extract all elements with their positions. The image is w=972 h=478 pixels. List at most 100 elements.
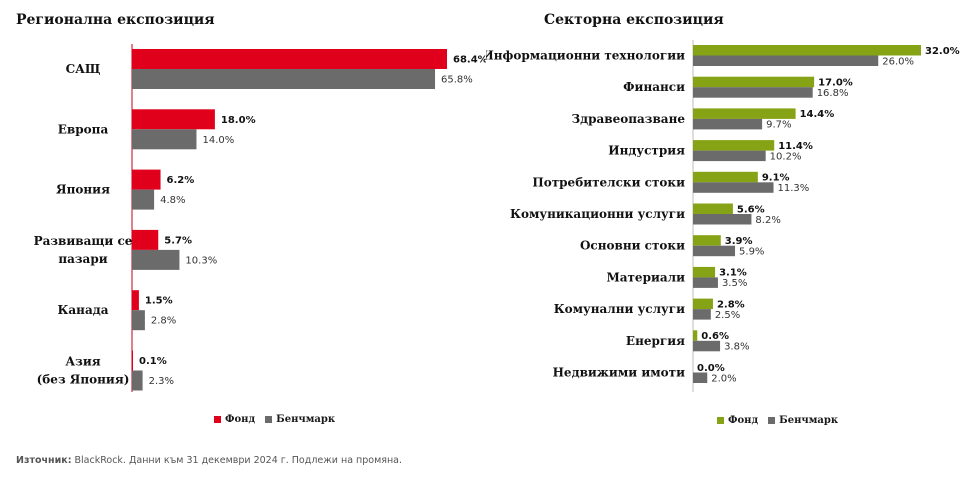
bar-fund-здравеопазване — [693, 108, 796, 119]
data-label-fund-недвижими-имоти: 0.0% — [697, 363, 725, 374]
legend-label-benchmark: Бенчмарк — [276, 414, 336, 425]
data-label-benchmark-канада: 2.8% — [151, 316, 176, 327]
legend-item-fund: Фонд — [717, 415, 758, 426]
bar-fund-комуникационни-услуги — [693, 203, 733, 214]
data-label-fund-материали: 3.1% — [719, 268, 747, 279]
bar-benchmark-сащ — [132, 69, 436, 89]
bar-benchmark-европа — [132, 129, 197, 150]
category-label-финанси: Финанси — [623, 80, 685, 94]
data-label-fund-сащ: 68.4% — [453, 55, 486, 66]
data-label-benchmark-комуникационни-услуги: 8.2% — [755, 215, 780, 226]
data-label-benchmark-здравеопазване: 9.7% — [766, 120, 791, 131]
category-label-азия-без-япония-line-1: Азия — [65, 355, 100, 369]
legend-swatch-fund — [717, 417, 724, 424]
category-label-япония: Япония — [56, 183, 110, 197]
category-label-основни-стоки: Основни стоки — [580, 239, 685, 253]
data-label-benchmark-развиващи-се-пазари: 10.3% — [185, 255, 217, 266]
data-label-benchmark-недвижими-имоти: 2.0% — [711, 373, 736, 384]
legend-swatch-fund — [214, 416, 221, 423]
data-label-fund-потребителски-стоки: 9.1% — [762, 173, 790, 184]
category-label-комуникационни-услуги: Комуникационни услуги — [510, 207, 685, 221]
category-label-материали: Материали — [606, 270, 685, 284]
bar-benchmark-комунални-услуги — [693, 309, 711, 320]
bar-fund-информационни-технологии — [693, 45, 921, 56]
legend-item-benchmark: Бенчмарк — [768, 415, 838, 426]
data-label-benchmark-информационни-технологии: 26.0% — [882, 56, 914, 67]
data-label-fund-финанси: 17.0% — [818, 77, 853, 88]
category-label-развиващи-се-пазари-line-2: пазари — [58, 252, 107, 266]
data-label-benchmark-комунални-услуги: 2.5% — [715, 310, 740, 321]
legend-swatch-benchmark — [265, 416, 273, 423]
bar-benchmark-развиващи-се-пазари — [132, 249, 180, 270]
category-label-недвижими-имоти: Недвижими имоти — [553, 366, 685, 380]
category-label-индустрия: Индустрия — [608, 144, 685, 158]
data-label-fund-европа: 18.0% — [221, 115, 256, 126]
data-label-benchmark-финанси: 16.8% — [817, 88, 849, 99]
category-label-информационни-технологии: Информационни технологии — [486, 49, 685, 63]
regional-legend: Фонд Бенчмарк — [214, 414, 341, 425]
data-label-fund-здравеопазване: 14.4% — [800, 109, 835, 120]
data-label-fund-комунални-услуги: 2.8% — [717, 299, 745, 310]
bar-fund-азия-без-япония — [132, 350, 133, 371]
source-label: Източник: — [16, 455, 72, 466]
category-label-потребителски-стоки: Потребителски стоки — [532, 175, 685, 189]
data-label-benchmark-европа: 14.0% — [202, 135, 234, 146]
data-label-fund-индустрия: 11.4% — [778, 141, 813, 152]
bar-fund-канада — [132, 290, 139, 311]
bar-benchmark-канада — [132, 310, 145, 331]
category-label-енергия: Енергия — [626, 334, 685, 348]
data-label-benchmark-азия-без-япония: 2.3% — [149, 376, 174, 387]
bar-benchmark-енергия — [693, 340, 721, 352]
data-label-fund-информационни-технологии: 32.0% — [925, 46, 960, 57]
bar-fund-индустрия — [693, 140, 775, 151]
legend-swatch-benchmark — [768, 417, 776, 424]
data-label-benchmark-потребителски-стоки: 11.3% — [778, 183, 810, 194]
regional-exposure-chart: 68.4% 65.8% САЩ 18.0% 14.0% Европа 6.2% 4.8% Япо… — [34, 44, 486, 392]
source-text: BlackRock. Данни към 31 декември 2024 г.… — [71, 455, 403, 466]
bar-fund-основни-стоки — [693, 235, 721, 246]
data-label-fund-япония: 6.2% — [167, 175, 195, 186]
category-label-европа: Европа — [58, 122, 109, 136]
bar-fund-сащ — [132, 49, 447, 69]
data-label-fund-азия-без-япония: 0.1% — [139, 356, 167, 367]
category-label-здравеопазване: Здравеопазване — [571, 112, 685, 126]
bar-benchmark-недвижими-имоти — [693, 372, 708, 383]
bar-benchmark-здравеопазване — [693, 118, 763, 130]
data-label-fund-комуникационни-услуги: 5.6% — [737, 204, 765, 215]
bar-benchmark-азия-без-япония — [132, 370, 143, 391]
legend-item-fund: Фонд — [214, 414, 255, 425]
legend-label-fund: Фонд — [225, 414, 256, 425]
legend-item-benchmark: Бенчмарк — [265, 414, 335, 425]
bar-fund-потребителски-стоки — [693, 171, 758, 183]
data-label-benchmark-индустрия: 10.2% — [770, 151, 802, 162]
regional-chart-title: Регионална експозиция — [16, 12, 215, 28]
bar-benchmark-информационни-технологии — [693, 55, 879, 66]
bar-benchmark-материали — [693, 277, 718, 288]
data-label-fund-развиващи-се-пазари: 5.7% — [164, 235, 192, 246]
data-label-benchmark-материали: 3.5% — [722, 278, 747, 289]
bar-fund-материали — [693, 266, 716, 278]
bar-benchmark-япония — [132, 189, 155, 210]
source-note: Източник: BlackRock. Данни към 31 декемв… — [16, 455, 402, 466]
bar-benchmark-комуникационни-услуги — [693, 214, 752, 225]
bar-fund-финанси — [693, 76, 815, 88]
bar-fund-европа — [132, 109, 215, 130]
legend-label-benchmark: Бенчмарк — [779, 415, 839, 426]
category-label-азия-без-япония-line-2: (без Япония) — [37, 373, 130, 387]
bar-fund-япония — [132, 169, 161, 190]
sector-exposure-chart: 32.0%26.0%Информационни технологии17.0%1… — [486, 40, 960, 392]
sector-chart-title: Секторна експозиция — [544, 12, 724, 28]
data-label-fund-енергия: 0.6% — [701, 331, 729, 342]
bar-benchmark-основни-стоки — [693, 245, 736, 257]
sector-legend: Фонд Бенчмарк — [717, 415, 844, 426]
bar-benchmark-потребителски-стоки — [693, 182, 774, 193]
category-label-канада: Канада — [57, 303, 108, 317]
data-label-fund-основни-стоки: 3.9% — [725, 236, 753, 247]
category-label-развиващи-се-пазари-line-1: Развиващи се — [34, 234, 133, 248]
data-label-benchmark-енергия: 3.8% — [724, 342, 749, 353]
bar-benchmark-финанси — [693, 87, 813, 98]
bar-fund-комунални-услуги — [693, 298, 713, 310]
legend-label-fund: Фонд — [728, 415, 759, 426]
data-label-fund-канада: 1.5% — [145, 296, 173, 307]
category-label-комунални-услуги: Комунални услуги — [554, 302, 685, 316]
